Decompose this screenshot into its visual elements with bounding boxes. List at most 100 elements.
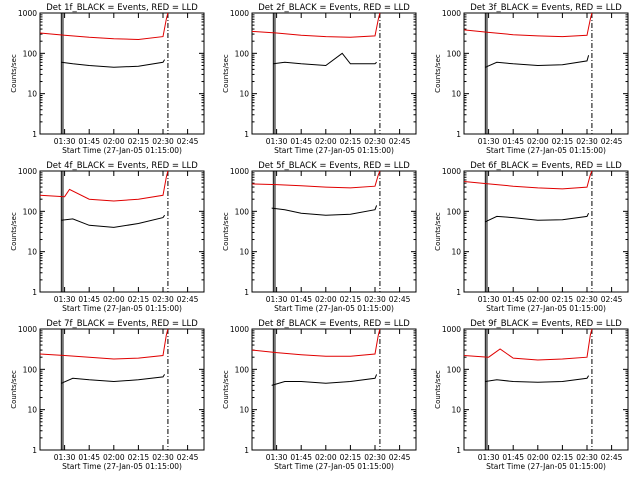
y-tick-label: 1 [244,130,249,139]
plot-frame [251,170,417,293]
x-tick-label: 02:45 [177,137,199,146]
detector-panel: Det 9f_BLACK = Events, RED = LLD 1 10 100 10… [434,319,629,471]
x-tick-label: 02:15 [340,295,362,304]
x-tick-label: 02:30 [576,295,598,304]
events-series-line [61,374,166,384]
detector-panel: Det 8f_BLACK = Events, RED = LLD 1 10 100 10… [222,319,417,471]
y-tick-label: 100 [447,207,462,216]
lld-series-line [39,12,169,41]
y-tick-label: 10 [239,406,249,415]
plot-frame [463,328,629,451]
y-tick-label: 100 [447,49,462,58]
x-tick-label: 02:30 [364,453,386,462]
y-tick-label: 100 [23,365,38,374]
x-tick-label: 02:00 [315,137,337,146]
x-tick-label: 02:00 [103,295,125,304]
x-tick-label: 01:45 [78,137,100,146]
y-tick-label: 100 [235,365,250,374]
x-tick-label: 02:15 [340,137,362,146]
y-axis-label: Counts/sec [10,370,18,409]
x-tick-label: 01:45 [290,453,312,462]
x-tick-label: 01:30 [54,295,76,304]
x-tick-label: 02:30 [364,295,386,304]
panel-title: Det 9f_BLACK = Events, RED = LLD [470,319,622,329]
lld-series-line [251,170,381,189]
lld-series-line [39,170,169,202]
x-tick-label: 01:45 [290,295,312,304]
y-tick-label: 1000 [230,167,249,176]
y-tick-label: 1000 [442,325,461,334]
y-tick-label: 100 [235,49,250,58]
detector-panel: Det 5f_BLACK = Events, RED = LLD 1 10 100 10… [222,161,417,313]
x-tick-label: 02:30 [152,295,174,304]
x-tick-label: 02:15 [128,137,150,146]
x-tick-label: 01:45 [502,453,524,462]
x-tick-label: 01:30 [54,453,76,462]
y-tick-label: 10 [27,248,37,257]
x-tick-label: 01:45 [78,453,100,462]
plot-frame [251,328,417,451]
y-tick-label: 1 [244,446,249,455]
x-tick-label: 02:45 [177,453,199,462]
y-tick-label: 1000 [442,167,461,176]
plot-frame [39,170,205,293]
x-tick-label: 02:15 [552,295,574,304]
y-axis-label: Counts/sec [222,370,230,409]
plot-frame [463,12,629,135]
events-series-line [271,374,378,386]
x-axis-label: Start Time (27-Jan-05 01:15:00) [486,304,606,313]
y-tick-label: 1 [456,130,461,139]
x-tick-label: 02:30 [576,453,598,462]
y-tick-label: 100 [23,49,38,58]
x-tick-label: 02:00 [315,453,337,462]
x-tick-label: 02:45 [389,295,411,304]
y-tick-label: 1 [244,288,249,297]
lld-series-line [39,328,169,360]
x-tick-label: 02:00 [315,295,337,304]
x-axis-label: Start Time (27-Jan-05 01:15:00) [486,146,606,155]
y-tick-label: 1 [456,446,461,455]
y-axis-label: Counts/sec [10,212,18,251]
x-tick-label: 01:45 [502,295,524,304]
x-tick-label: 01:30 [266,137,288,146]
y-axis-label: Counts/sec [434,370,442,409]
y-tick-label: 1 [32,288,37,297]
y-tick-label: 1 [456,288,461,297]
lld-series-line [463,12,593,38]
x-tick-label: 01:30 [478,137,500,146]
y-tick-label: 1 [32,130,37,139]
y-tick-label: 1000 [18,167,37,176]
y-tick-label: 1000 [230,9,249,18]
panel-title: Det 2f_BLACK = Events, RED = LLD [258,3,410,13]
panel-title: Det 8f_BLACK = Events, RED = LLD [258,319,410,329]
x-axis-label: Start Time (27-Jan-05 01:15:00) [274,146,394,155]
lld-series-line [251,328,381,357]
x-tick-label: 02:45 [389,137,411,146]
x-axis-label: Start Time (27-Jan-05 01:15:00) [274,462,394,471]
x-tick-label: 02:45 [177,295,199,304]
x-tick-label: 01:30 [266,295,288,304]
y-tick-label: 1000 [230,325,249,334]
detector-panel: Det 7f_BLACK = Events, RED = LLD 1 10 100 10… [10,319,205,471]
x-tick-label: 02:15 [128,295,150,304]
panel-title: Det 5f_BLACK = Events, RED = LLD [258,161,410,171]
events-series-line [61,214,166,228]
y-tick-label: 100 [23,207,38,216]
x-tick-label: 02:15 [340,453,362,462]
x-tick-label: 02:00 [527,137,549,146]
x-tick-label: 02:00 [527,453,549,462]
x-tick-label: 01:45 [502,137,524,146]
lld-series-line [251,12,381,38]
x-axis-label: Start Time (27-Jan-05 01:15:00) [62,146,182,155]
x-tick-label: 02:45 [601,295,623,304]
events-series-line [271,205,378,216]
plot-frame [39,328,205,451]
detector-panel: Det 4f_BLACK = Events, RED = LLD 1 10 100 10… [10,161,205,313]
y-axis-label: Counts/sec [434,212,442,251]
events-series-line [273,52,377,67]
y-tick-label: 10 [451,406,461,415]
x-tick-label: 01:30 [478,453,500,462]
x-tick-label: 02:15 [552,137,574,146]
panel-title: Det 6f_BLACK = Events, RED = LLD [470,161,622,171]
